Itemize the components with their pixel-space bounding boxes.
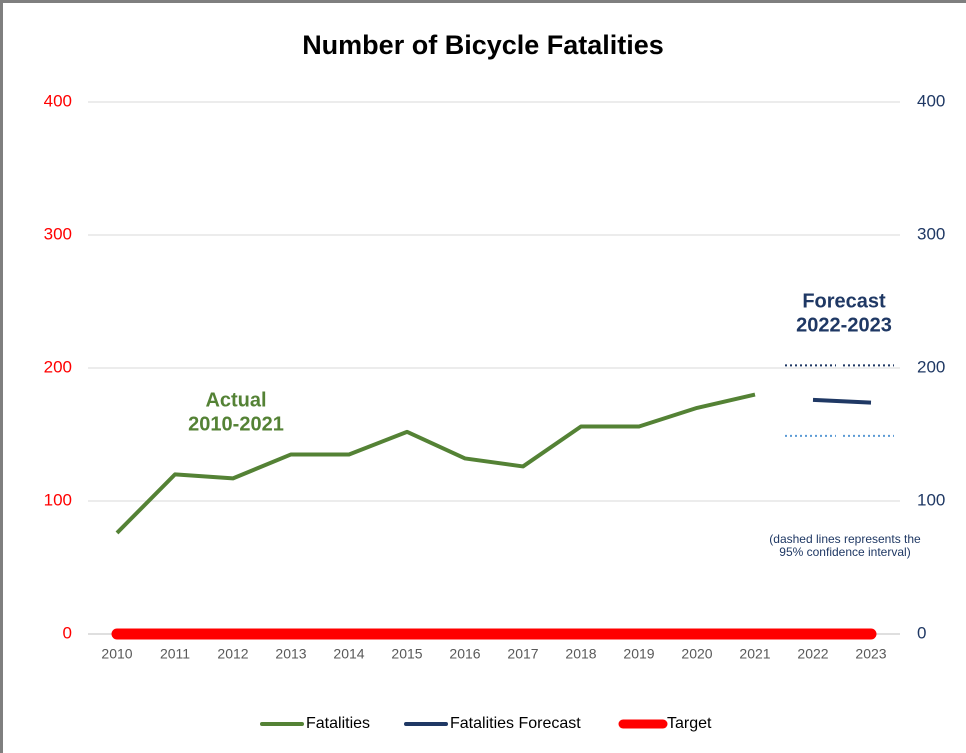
annotation: Actual [205,389,266,411]
y-tick-label: 300 [44,224,72,243]
x-tick-label: 2016 [449,646,480,662]
annotation: 2022-2023 [796,314,892,336]
y-tick-label: 400 [44,91,72,110]
x-tick-label: 2012 [217,646,248,662]
y-tick-label: 0 [63,623,72,642]
series-line [812,397,872,405]
legend-label: Fatalities [306,715,370,732]
x-tick-label: 2018 [565,646,596,662]
annotation: 2010-2021 [188,413,284,435]
x-tick-label: 2014 [333,646,364,662]
x-tick-label: 2022 [797,646,828,662]
y-tick-label: 200 [44,357,72,376]
annotation: (dashed lines represents the [769,532,921,546]
legend-label: Target [667,715,712,732]
y2-tick-label: 400 [917,91,945,110]
y2-tick-label: 100 [917,490,945,509]
x-tick-label: 2015 [391,646,422,662]
legend-label: Fatalities Forecast [450,715,581,732]
chart-title: Number of Bicycle Fatalities [302,30,664,60]
x-tick-label: 2013 [275,646,306,662]
x-tick-label: 2011 [160,646,190,662]
x-tick-label: 2010 [101,646,132,662]
x-tick-label: 2021 [739,646,770,662]
y2-tick-label: 200 [917,357,945,376]
x-tick-label: 2019 [623,646,654,662]
y2-tick-label: 0 [917,623,926,642]
y-tick-label: 100 [44,490,72,509]
x-tick-label: 2023 [855,646,886,662]
series-line [115,392,756,535]
x-tick-label: 2020 [681,646,712,662]
y2-tick-label: 300 [917,224,945,243]
x-tick-label: 2017 [507,646,538,662]
annotation: 95% confidence interval) [779,545,910,559]
annotation: Forecast [802,290,886,312]
